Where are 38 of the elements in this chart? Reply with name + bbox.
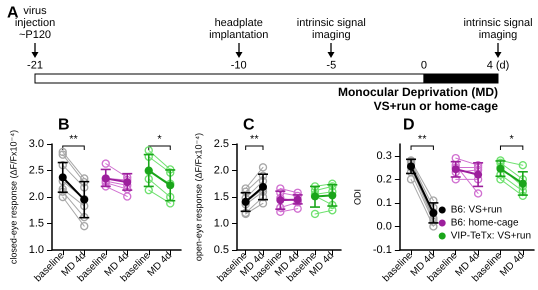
legend-label: B6: home-cage [450, 218, 519, 228]
y-tick-label: 1.0 [214, 218, 229, 230]
annotation: ** [69, 134, 78, 146]
y-tick-label: 0.1 [376, 196, 392, 209]
x-tick-label: -5 [326, 60, 336, 72]
chart-title: B [58, 116, 70, 134]
y-tick-label: 2.0 [28, 191, 44, 203]
chart-title: C [243, 116, 255, 134]
y-tick-label: 1.0 [28, 244, 44, 256]
y-axis-title: ODI [352, 188, 362, 206]
annotation: intrinsic signal imaging [296, 17, 366, 41]
x-tick-label: 0 [420, 60, 427, 72]
x-tick-label: 4 (d) [486, 60, 510, 72]
y-axis-title: open-eye response (ΔF/Fx10⁻⁴) [193, 132, 204, 262]
y-tick-label: 1.5 [214, 191, 229, 203]
y-tick-label: -0.1 [372, 244, 392, 256]
y-tick-label: 0.2 [376, 173, 392, 186]
y-tick-label: 2.5 [28, 164, 44, 176]
annotation: Monocular Deprivation (MD) VS+run or home-cage [338, 85, 498, 113]
chart-title: D [403, 116, 415, 134]
y-tick-label: 1.5 [28, 218, 44, 230]
annotation: ** [418, 134, 428, 146]
y-tick-label: 0.0 [376, 220, 392, 232]
annotation: intrinsic signal imaging [463, 17, 533, 41]
y-tick-label: 2.5 [214, 138, 229, 150]
y-axis-title: closed-eye response (ΔF/Fx10⁻⁴) [8, 130, 18, 264]
x-tick-label: -21 [27, 60, 43, 72]
y-tick-label: 3.0 [28, 138, 44, 150]
legend-label: B6: VS+run [450, 204, 502, 216]
y-tick-label: 0.3 [376, 150, 392, 162]
y-tick-label: 0.5 [214, 244, 229, 256]
annotation: * [510, 134, 514, 146]
x-tick-label: -10 [230, 60, 247, 72]
annotation: ** [250, 134, 260, 146]
annotation: headplate implantation [209, 17, 268, 41]
annotation: * [157, 134, 162, 146]
legend-label: VIP-TeTx: VS+run [450, 230, 532, 242]
y-tick-label: 2.0 [214, 164, 229, 176]
